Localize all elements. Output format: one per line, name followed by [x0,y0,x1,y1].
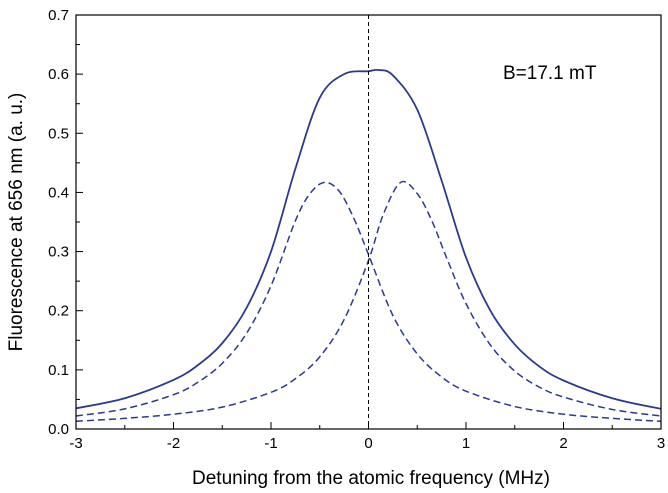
y-tick-label: 0.2 [48,303,69,320]
x-axis-label: Detuning from the atomic frequency (MHz) [192,468,550,489]
field-annotation: B=17.1 mT [503,63,597,84]
y-tick-label: 0.1 [48,362,69,379]
chart-marks [75,15,662,429]
chart-axes: -3 -2 -1 0 1 2 3 0.0 0.1 0.2 0.3 0.4 0.5 0.6 0.7 [48,7,665,452]
y-tick-label: 0.6 [48,66,69,83]
series-line-2 [75,181,662,423]
x-tick-label: 0 [364,435,372,452]
x-tick-label: -1 [264,435,277,452]
y-axis-label: Fluorescence at 656 nm (a. u.) [6,93,27,352]
x-tick-label: -3 [69,435,82,452]
y-tick-label: 0.4 [48,184,69,201]
series-line-1 [75,68,662,410]
x-tick-label: 2 [559,435,567,452]
x-tick-label: 1 [462,435,470,452]
x-tick-label: -2 [167,435,180,452]
series-line-3 [75,180,662,423]
y-tick-label: 0.7 [48,7,69,24]
y-tick-label: 0.0 [48,421,69,438]
y-tick-label: 0.5 [48,125,69,142]
y-tick-label: 0.3 [48,244,69,261]
x-tick-label: 3 [657,435,665,452]
